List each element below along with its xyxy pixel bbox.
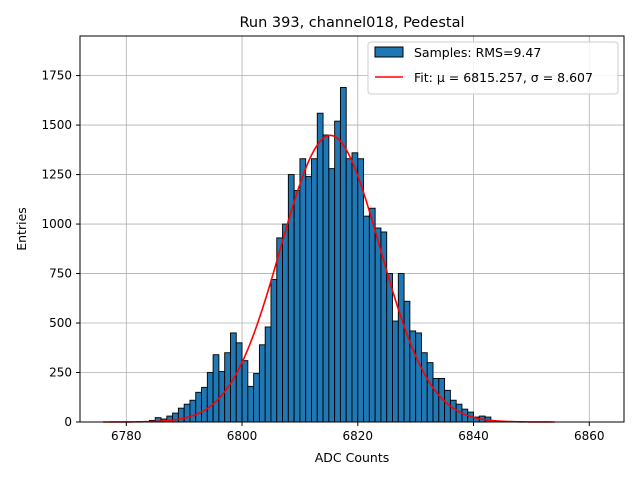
histogram-bar: [328, 168, 336, 423]
histogram-bar: [201, 386, 208, 423]
fit-curve-group: [103, 134, 555, 423]
histogram-bars: [143, 87, 492, 423]
y-tick-label: 250: [49, 366, 72, 380]
histogram-bar: [426, 362, 434, 423]
histogram-bar: [368, 207, 376, 423]
x-tick-label: 6860: [574, 429, 605, 443]
histogram-bar: [386, 273, 393, 423]
histogram-bar: [247, 385, 255, 423]
histogram-bar: [183, 403, 191, 423]
x-tick-label: 6780: [111, 429, 142, 443]
histogram-bar: [397, 273, 405, 423]
histogram-bar: [351, 152, 359, 423]
histogram-bar: [195, 391, 202, 423]
x-tick-label: 6820: [343, 429, 374, 443]
histogram-bar: [322, 134, 330, 423]
legend-box: [367, 41, 619, 95]
histogram-bar: [276, 237, 284, 423]
y-axis: 0 250 500 750 1000 1250 1500 1750: [41, 69, 80, 429]
y-tick-label: 1000: [41, 217, 72, 231]
legend: Samples: RMS=9.47 Fit: μ = 6815.257, σ =…: [367, 41, 619, 95]
fit-curve: [103, 134, 555, 423]
histogram-bar: [316, 112, 324, 423]
histogram-bar: [270, 279, 278, 423]
histogram-bar: [212, 354, 220, 423]
histogram-bar: [293, 189, 301, 423]
y-tick-label: 0: [64, 415, 72, 429]
histogram-bar: [206, 372, 214, 423]
x-axis: 6780 6800 6820 6840 6860: [111, 422, 605, 443]
histogram-bar: [311, 158, 318, 423]
histogram-bar: [449, 399, 457, 423]
y-tick-label: 500: [49, 316, 72, 330]
x-axis-label: ADC Counts: [315, 450, 390, 465]
histogram-bar: [299, 158, 307, 423]
y-tick-label: 1250: [41, 168, 72, 182]
histogram-bar: [374, 227, 382, 423]
y-axis-label: Entries: [14, 207, 29, 251]
histogram-bar: [432, 378, 440, 423]
histogram-bar: [420, 352, 428, 423]
histogram-bar: [403, 300, 411, 423]
histogram-bar: [415, 332, 422, 423]
histogram-bar: [305, 176, 312, 423]
histogram-bar: [258, 344, 266, 423]
histogram-bar: [235, 342, 243, 423]
y-tick-label: 1750: [41, 69, 72, 83]
legend-label-fit: Fit: μ = 6815.257, σ = 8.607: [414, 70, 593, 85]
histogram-bar: [363, 215, 370, 423]
plot-frame: [79, 35, 625, 423]
y-tick-label: 1500: [41, 118, 72, 132]
legend-label-samples: Samples: RMS=9.47: [414, 45, 541, 60]
histogram-bar: [345, 158, 353, 423]
y-tick-label: 750: [49, 267, 72, 281]
x-tick-label: 6800: [227, 429, 258, 443]
x-tick-label: 6840: [458, 429, 489, 443]
chart-title: Run 393, channel018, Pedestal: [239, 15, 464, 31]
histogram-bar: [264, 326, 272, 423]
histogram-bar: [392, 320, 399, 423]
histogram-bar: [339, 87, 347, 423]
histogram-bar: [189, 399, 197, 423]
histogram-bar: [357, 158, 365, 423]
histogram-bar: [334, 120, 341, 423]
histogram-bar: [241, 360, 249, 423]
histogram-bar: [282, 223, 289, 423]
histogram-bar: [253, 373, 260, 423]
legend-swatch-samples: [374, 46, 404, 58]
